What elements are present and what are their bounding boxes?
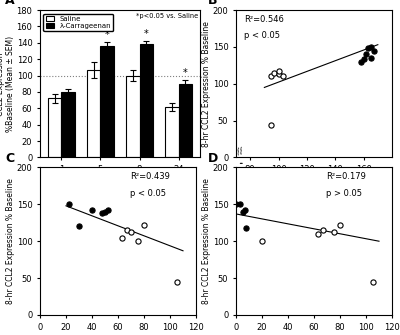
Point xyxy=(271,70,278,75)
Point xyxy=(76,224,82,229)
Point xyxy=(141,222,147,228)
Y-axis label: 8-hr CCL2 Expression % Baseline: 8-hr CCL2 Expression % Baseline xyxy=(6,178,15,304)
Point xyxy=(275,71,282,77)
Point xyxy=(360,57,367,62)
Point xyxy=(65,202,72,207)
Point xyxy=(337,222,343,228)
Text: R²=0.439: R²=0.439 xyxy=(130,172,170,181)
Point xyxy=(237,202,243,207)
X-axis label: Paw Thickness % Baseline: Paw Thickness % Baseline xyxy=(264,180,364,189)
Point xyxy=(104,207,111,212)
Point xyxy=(243,225,250,230)
Point xyxy=(370,48,377,53)
Point xyxy=(330,229,337,234)
Point xyxy=(128,229,134,234)
Text: A: A xyxy=(5,0,14,7)
Point xyxy=(368,44,374,50)
Text: R²=0.546: R²=0.546 xyxy=(244,15,284,24)
Point xyxy=(233,202,239,207)
Bar xyxy=(48,98,62,157)
Point xyxy=(239,209,246,214)
Bar xyxy=(178,84,192,157)
Y-axis label: 8-hr CCL2 Expression % Baseline: 8-hr CCL2 Expression % Baseline xyxy=(202,178,211,304)
Text: *: * xyxy=(183,68,188,78)
Text: D: D xyxy=(208,152,218,164)
Point xyxy=(268,122,275,128)
Text: R²=0.179: R²=0.179 xyxy=(326,172,366,181)
Point xyxy=(102,209,108,214)
Text: B: B xyxy=(208,0,218,7)
Point xyxy=(89,208,95,213)
Point xyxy=(315,231,321,237)
Bar xyxy=(165,107,178,157)
Point xyxy=(363,52,370,57)
Bar xyxy=(87,70,100,157)
Text: *p<0.05 vs. Saline: *p<0.05 vs. Saline xyxy=(136,13,198,19)
Y-axis label: 8-hr CCL2 Expression % Baseline: 8-hr CCL2 Expression % Baseline xyxy=(202,21,211,147)
Point xyxy=(134,239,141,244)
Text: C: C xyxy=(6,152,15,164)
Point xyxy=(368,55,374,61)
Text: p < 0.05: p < 0.05 xyxy=(130,189,166,198)
Bar xyxy=(140,45,153,157)
Point xyxy=(119,235,125,240)
Bar xyxy=(62,92,75,157)
Text: p > 0.05: p > 0.05 xyxy=(326,189,362,198)
Text: *: * xyxy=(105,29,110,40)
Text: //: // xyxy=(236,146,244,156)
Point xyxy=(280,74,286,79)
Point xyxy=(173,280,180,285)
Point xyxy=(275,69,282,74)
X-axis label: Time (hr): Time (hr) xyxy=(99,180,141,189)
Point xyxy=(124,227,130,233)
Point xyxy=(259,239,265,244)
Point xyxy=(320,227,326,233)
Point xyxy=(99,210,106,216)
Point xyxy=(358,59,364,64)
Point xyxy=(242,207,248,212)
Point xyxy=(369,280,376,285)
Bar xyxy=(100,46,114,157)
Text: *: * xyxy=(144,29,149,39)
Y-axis label: CCL2 Expression
%Baseline (Mean ± SEM): CCL2 Expression %Baseline (Mean ± SEM) xyxy=(0,36,15,132)
Legend: Saline, λ-Carrageenan: Saline, λ-Carrageenan xyxy=(44,13,113,31)
Point xyxy=(268,74,275,79)
Point xyxy=(365,46,371,51)
Bar xyxy=(126,76,140,157)
Text: p < 0.05: p < 0.05 xyxy=(244,31,280,40)
